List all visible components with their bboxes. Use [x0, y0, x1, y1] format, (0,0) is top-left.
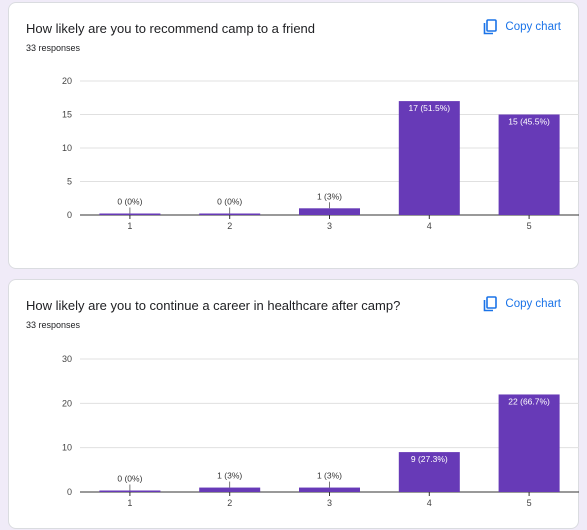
bar [99, 490, 161, 492]
x-tick-label: 2 [227, 498, 232, 508]
y-tick-label: 10 [62, 143, 72, 153]
copy-chart-label: Copy chart [505, 298, 561, 310]
bar [398, 101, 460, 215]
x-tick-label: 5 [527, 221, 532, 231]
data-label: 0 (0%) [217, 197, 242, 207]
x-tick-label: 3 [327, 498, 332, 508]
bar [99, 213, 161, 215]
y-tick-label: 0 [67, 487, 72, 497]
bar-chart-recommend: 0 5 10 15 20 1 0 (0%) 2 0 (0%) 3 1 (3%) 4 17 (51.5%)… [62, 76, 579, 231]
copy-chart-label: Copy chart [505, 21, 561, 33]
data-label: 17 (51.5%) [409, 103, 451, 113]
y-tick-label: 30 [62, 354, 72, 364]
copy-icon [483, 19, 498, 35]
data-label: 9 (27.3%) [411, 454, 448, 464]
x-tick-label: 1 [127, 498, 132, 508]
copy-chart-button[interactable]: Copy chart [483, 296, 561, 312]
response-count: 33 responses [26, 43, 81, 53]
data-label: 1 (3%) [317, 191, 342, 201]
x-tick-label: 2 [227, 221, 232, 231]
bar [199, 213, 261, 215]
data-label: 1 (3%) [217, 471, 242, 481]
data-label: 15 (45.5%) [508, 117, 550, 127]
x-tick-label: 1 [127, 221, 132, 231]
y-tick-label: 15 [62, 110, 72, 120]
data-label: 22 (66.7%) [508, 396, 550, 406]
x-tick-label: 4 [427, 221, 432, 231]
y-tick-label: 10 [62, 443, 72, 453]
data-label: 0 (0%) [117, 197, 142, 207]
data-label: 0 (0%) [117, 474, 142, 484]
copy-icon [483, 296, 498, 312]
y-tick-label: 5 [67, 177, 72, 187]
question-title: How likely are you to continue a career … [26, 298, 401, 313]
bar [498, 114, 560, 215]
data-label: 1 (3%) [317, 471, 342, 481]
y-tick-label: 20 [62, 76, 72, 86]
chart-card-recommend: How likely are you to recommend camp to … [8, 2, 579, 269]
bar [398, 452, 460, 492]
question-title: How likely are you to recommend camp to … [26, 21, 316, 36]
x-tick-label: 3 [327, 221, 332, 231]
bar [498, 394, 560, 492]
chart-card-career: How likely are you to continue a career … [8, 279, 579, 529]
bar [299, 208, 360, 215]
copy-chart-button[interactable]: Copy chart [483, 19, 561, 35]
response-count: 33 responses [26, 320, 81, 330]
y-tick-label: 20 [62, 398, 72, 408]
x-tick-label: 4 [427, 498, 432, 508]
bar [199, 487, 261, 492]
bar-chart-career: 0 10 20 30 1 0 (0%) 2 1 (3%) 3 1 (3%) 4 9 (27.3%) 5 2… [62, 354, 579, 508]
x-tick-label: 5 [527, 498, 532, 508]
y-tick-label: 0 [67, 210, 72, 220]
bar [299, 487, 360, 492]
